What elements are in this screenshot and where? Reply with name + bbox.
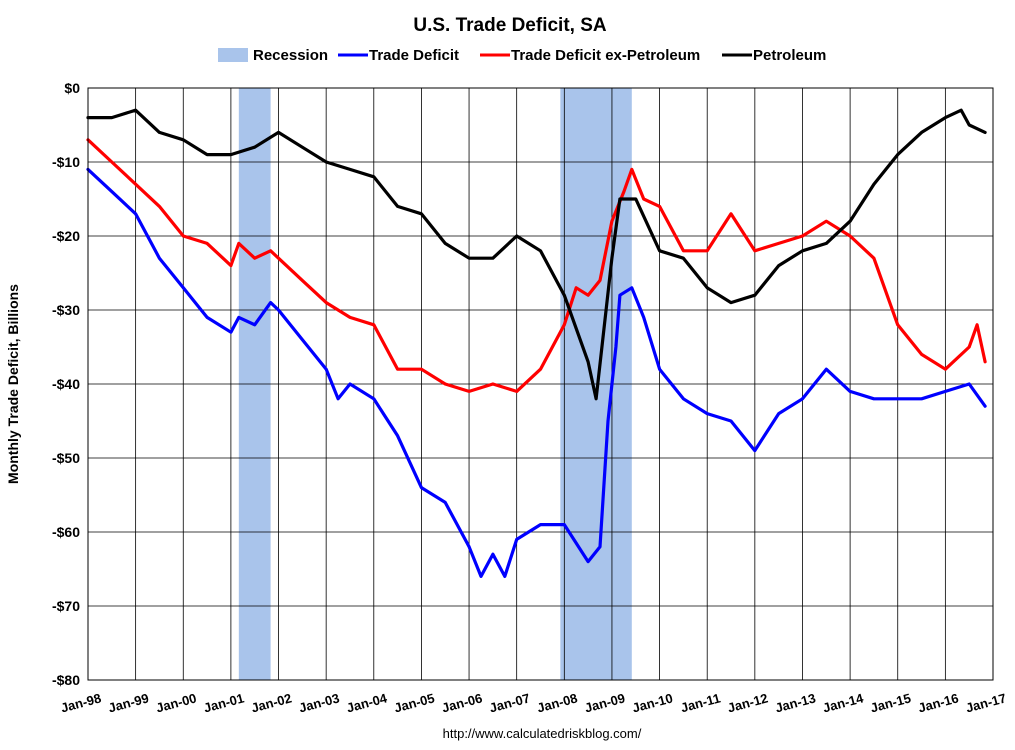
y-tick-label: -$50 [52, 450, 80, 466]
series-line-trade-deficit-ex-petroleum [86, 138, 987, 393]
y-tick-label: -$10 [52, 154, 80, 170]
y-tick-label: -$70 [52, 598, 80, 614]
plot-frame [87, 87, 994, 681]
y-tick-label: -$20 [52, 228, 80, 244]
legend-swatch-recession [218, 48, 248, 62]
y-axis-label: Monthly Trade Deficit, Billions [5, 284, 21, 484]
y-tick-label: -$30 [52, 302, 80, 318]
series-line-petroleum [86, 108, 987, 401]
legend: Recession Trade Deficit Trade Deficit ex-P… [218, 47, 826, 64]
y-tick-label: $0 [64, 80, 80, 96]
chart-title: U.S. Trade Deficit, SA [413, 15, 606, 36]
y-tick-label: -$40 [52, 376, 80, 392]
y-tick-label: -$80 [52, 672, 80, 688]
y-tick-label: -$60 [52, 524, 80, 540]
legend-label: Trade Deficit ex-Petroleum [511, 47, 700, 64]
series-layer [86, 108, 987, 578]
y-axis: $0 -$10 -$20 -$30 -$40 -$50 -$60 -$70 -$80 [52, 80, 80, 688]
legend-label: Petroleum [753, 47, 826, 64]
source-url: http://www.calculatedriskblog.com/ [443, 726, 642, 741]
series-line-trade-deficit [86, 167, 987, 578]
legend-label: Trade Deficit [369, 47, 459, 64]
legend-label: Recession [253, 47, 328, 64]
